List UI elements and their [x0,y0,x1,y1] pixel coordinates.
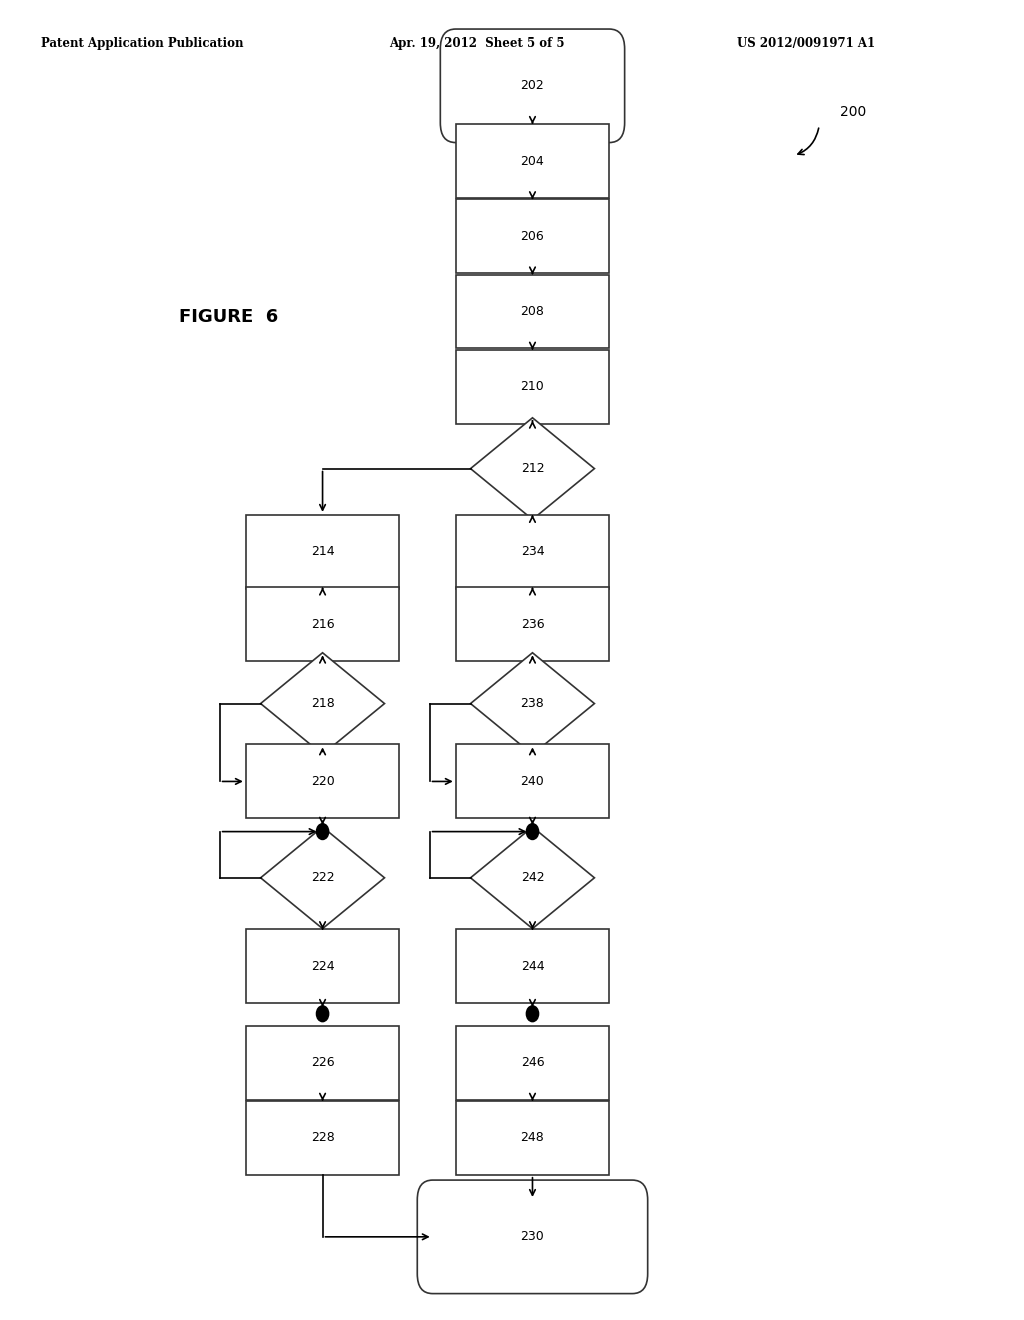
Polygon shape [471,417,594,519]
Text: 218: 218 [310,697,335,710]
Polygon shape [260,826,385,929]
Text: 206: 206 [520,230,545,243]
Text: 244: 244 [520,960,545,973]
FancyBboxPatch shape [440,29,625,143]
FancyBboxPatch shape [246,1026,399,1100]
Text: FIGURE  6: FIGURE 6 [179,308,279,326]
FancyBboxPatch shape [246,515,399,589]
Polygon shape [471,826,594,929]
FancyBboxPatch shape [456,744,609,818]
Text: 228: 228 [310,1131,335,1144]
FancyBboxPatch shape [456,1101,609,1175]
Text: 226: 226 [310,1056,335,1069]
Text: Apr. 19, 2012  Sheet 5 of 5: Apr. 19, 2012 Sheet 5 of 5 [389,37,564,50]
FancyBboxPatch shape [456,275,609,348]
Text: 224: 224 [310,960,335,973]
FancyBboxPatch shape [246,929,399,1003]
Text: Patent Application Publication: Patent Application Publication [41,37,244,50]
FancyBboxPatch shape [456,199,609,273]
Circle shape [316,1006,329,1022]
Text: 246: 246 [520,1056,545,1069]
Text: 214: 214 [310,545,335,558]
FancyBboxPatch shape [456,587,609,661]
FancyBboxPatch shape [246,1101,399,1175]
FancyBboxPatch shape [456,350,609,424]
Polygon shape [260,652,385,755]
FancyBboxPatch shape [456,124,609,198]
Text: 220: 220 [310,775,335,788]
FancyBboxPatch shape [456,929,609,1003]
Text: 234: 234 [520,545,545,558]
Text: US 2012/0091971 A1: US 2012/0091971 A1 [737,37,876,50]
FancyBboxPatch shape [246,587,399,661]
FancyBboxPatch shape [456,515,609,589]
Text: 230: 230 [520,1230,545,1243]
FancyBboxPatch shape [246,744,399,818]
Circle shape [316,824,329,840]
Polygon shape [471,652,594,755]
Text: 242: 242 [520,871,545,884]
Text: 236: 236 [520,618,545,631]
Text: 240: 240 [520,775,545,788]
Text: 204: 204 [520,154,545,168]
FancyBboxPatch shape [456,1026,609,1100]
Text: 210: 210 [520,380,545,393]
Text: 222: 222 [310,871,335,884]
Text: 216: 216 [310,618,335,631]
Text: 238: 238 [520,697,545,710]
Text: 248: 248 [520,1131,545,1144]
FancyBboxPatch shape [418,1180,647,1294]
Text: 208: 208 [520,305,545,318]
Text: 200: 200 [840,106,866,119]
Circle shape [526,824,539,840]
Circle shape [526,1006,539,1022]
Text: 202: 202 [520,79,545,92]
Text: 212: 212 [520,462,545,475]
